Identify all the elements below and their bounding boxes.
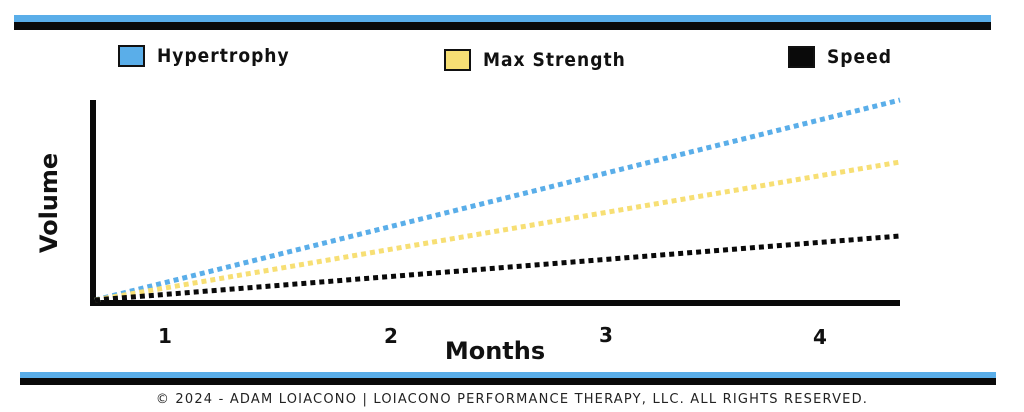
legend-item-max-strength: Max Strength xyxy=(444,49,626,71)
legend-label-speed: Speed xyxy=(827,46,892,68)
x-axis-title: Months xyxy=(445,337,545,365)
series-line-speed xyxy=(94,233,901,303)
legend-item-speed: Speed xyxy=(788,46,892,68)
legend-label-max-strength: Max Strength xyxy=(483,49,626,71)
bottom-blue-rule xyxy=(20,372,996,378)
legend-swatch-speed xyxy=(788,46,815,68)
x-tick-label: 4 xyxy=(813,325,827,349)
copyright-footer: © 2024 - ADAM LOIACONO | LOIACONO PERFOR… xyxy=(155,392,869,407)
series-line-hypertrophy xyxy=(94,97,901,303)
legend-label-hypertrophy: Hypertrophy xyxy=(157,45,290,67)
y-axis-title: Volume xyxy=(35,153,63,253)
top-black-rule xyxy=(14,22,991,30)
legend-item-hypertrophy: Hypertrophy xyxy=(118,45,290,67)
top-blue-rule xyxy=(14,15,991,22)
bottom-black-rule xyxy=(20,378,996,385)
series-line-max-strength xyxy=(94,159,901,303)
x-tick-label: 3 xyxy=(599,323,613,347)
x-tick-label: 2 xyxy=(384,324,398,348)
legend-swatch-max-strength xyxy=(444,49,471,71)
legend-swatch-hypertrophy xyxy=(118,45,145,67)
x-tick-label: 1 xyxy=(158,324,172,348)
